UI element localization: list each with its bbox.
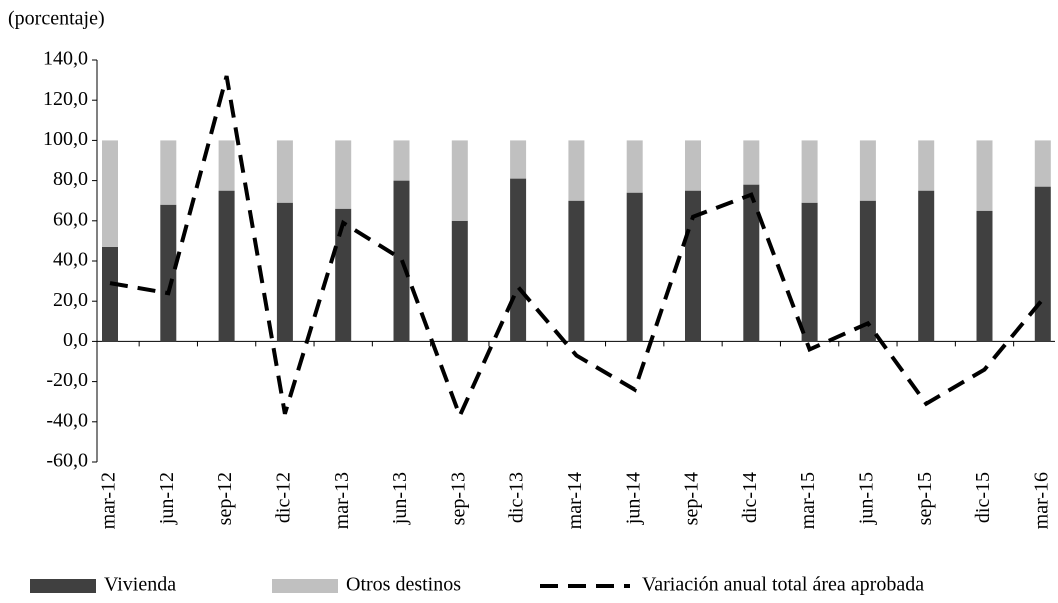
- y-tick-label: 120,0: [43, 88, 88, 110]
- x-tick-label: sep-12: [214, 472, 236, 525]
- x-tick-label: sep-13: [447, 472, 469, 525]
- bar: [276, 202, 293, 342]
- bar: [102, 246, 118, 342]
- bar: [160, 204, 177, 342]
- bar: [1034, 186, 1051, 342]
- legend-swatch: [30, 579, 96, 593]
- x-tick-label: jun-14: [622, 472, 644, 525]
- x-tick-label: dic-15: [972, 472, 994, 523]
- bar: [685, 140, 701, 191]
- bar: [918, 140, 935, 191]
- bar: [335, 208, 352, 342]
- y-tick-label: 60,0: [53, 208, 88, 230]
- bar: [510, 178, 527, 342]
- bar: [1034, 140, 1051, 187]
- y-tick-label: 40,0: [53, 249, 88, 271]
- y-tick-label: 100,0: [43, 128, 88, 150]
- y-tick-label: 0,0: [63, 329, 88, 351]
- bar: [626, 140, 643, 193]
- legend-label: Vivienda: [104, 574, 176, 596]
- bar: [218, 140, 235, 191]
- bar: [918, 190, 935, 342]
- bar: [976, 140, 993, 211]
- x-tick-label: mar-12: [98, 472, 120, 529]
- x-tick-label: sep-14: [681, 472, 703, 525]
- x-tick-label: jun-12: [156, 472, 178, 525]
- legend-label: Otros destinos: [346, 574, 461, 596]
- x-tick-label: mar-16: [1030, 472, 1052, 529]
- x-tick-label: jun-13: [389, 472, 411, 525]
- bar: [859, 140, 876, 201]
- x-tick-label: dic-14: [739, 472, 761, 523]
- bar: [626, 192, 643, 342]
- bar: [976, 210, 993, 342]
- bar: [859, 200, 876, 342]
- bar: [451, 220, 468, 342]
- y-tick-label: 80,0: [53, 168, 88, 190]
- bar: [218, 190, 235, 342]
- bar: [568, 200, 585, 342]
- y-tick-label: -20,0: [46, 369, 88, 391]
- x-tick-label: dic-12: [272, 472, 294, 523]
- x-tick-label: dic-13: [506, 472, 528, 523]
- x-tick-label: sep-15: [914, 472, 936, 525]
- bar: [160, 140, 177, 205]
- bar: [393, 140, 410, 181]
- y-tick-label: -40,0: [46, 409, 88, 431]
- bar: [276, 140, 293, 203]
- legend-swatch: [272, 579, 338, 593]
- x-tick-label: jun-15: [855, 472, 877, 525]
- bar: [743, 140, 760, 185]
- bar: [801, 202, 818, 342]
- x-tick-label: mar-14: [564, 472, 586, 529]
- bar: [335, 140, 352, 209]
- y-tick-label: 20,0: [53, 289, 88, 311]
- bar: [102, 140, 118, 247]
- bar: [743, 184, 760, 342]
- bar: [568, 140, 585, 201]
- bar: [510, 140, 527, 179]
- bar: [451, 140, 468, 221]
- line-series: [109, 75, 1045, 422]
- x-tick-label: mar-15: [797, 472, 819, 529]
- bar: [685, 190, 701, 342]
- y-tick-label: 140,0: [43, 48, 88, 70]
- y-tick-label: -60,0: [46, 450, 88, 472]
- bar: [801, 140, 818, 203]
- chart-title: (porcentaje): [8, 8, 105, 30]
- x-tick-label: mar-13: [331, 472, 353, 529]
- legend-label: Variación anual total área aprobada: [642, 574, 924, 596]
